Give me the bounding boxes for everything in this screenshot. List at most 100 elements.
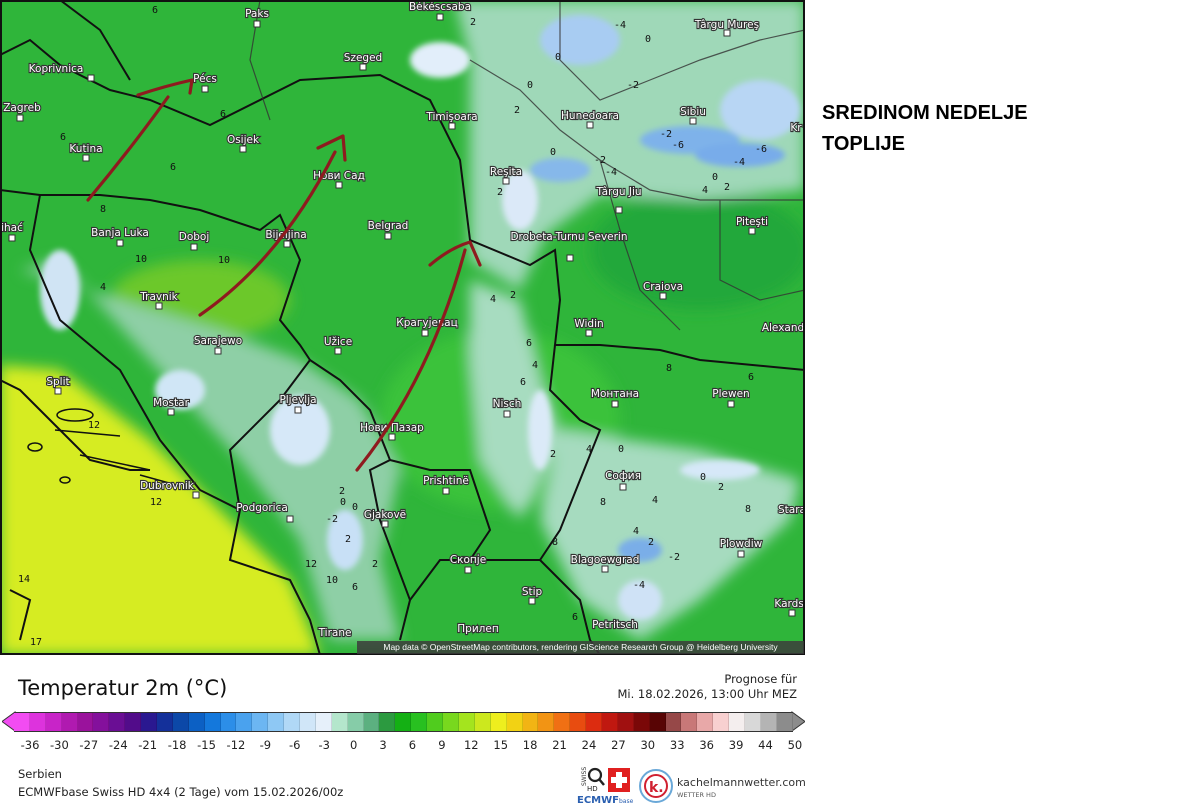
headline: SREDINOM NEDELJE TOPLIJE [822, 98, 1028, 160]
contour-label: 0 [618, 444, 624, 455]
city: Widin [573, 317, 605, 337]
city-label: Užice [324, 336, 352, 348]
scale-tick: 18 [522, 738, 538, 752]
city: Hunedoara [560, 109, 620, 129]
city-label: Kr [790, 122, 802, 134]
contour-label: 6 [152, 5, 158, 16]
city: Blagoewgrad [570, 553, 640, 573]
scale-color-44 [713, 713, 730, 731]
scale-color-27 [443, 713, 459, 731]
contour-label: 8 [745, 504, 751, 515]
city-label: Nisch [493, 398, 522, 410]
city-marker [82, 154, 90, 162]
scale-tick: 15 [493, 738, 509, 752]
scale-tick: 30 [640, 738, 656, 752]
contour-label: -4 [633, 580, 645, 591]
scale-color-34 [554, 713, 571, 731]
legend-title: Temperatur 2m (°C) [18, 676, 228, 700]
contour-label: -2 [594, 155, 606, 166]
city-marker [239, 145, 247, 153]
contour-label: 2 [724, 182, 730, 193]
contour-label: 0 [645, 34, 651, 45]
city-label: Hunedoara [561, 110, 619, 122]
city-marker [748, 227, 756, 235]
city: Craiova [642, 280, 684, 300]
scale-color-29 [474, 713, 491, 731]
city-label: Sibiu [680, 106, 706, 118]
color-scale [2, 711, 805, 732]
city: Travnik [138, 290, 180, 310]
arrow-serbia-danube [355, 240, 482, 472]
city-label: ihać [1, 222, 23, 234]
kachelmann-logo [639, 769, 673, 803]
contour-label: 4 [490, 294, 496, 305]
contour-label: 4 [652, 495, 658, 506]
scale-tick: -3 [318, 738, 330, 752]
contour-label: -4 [614, 20, 626, 31]
city-marker [214, 347, 222, 355]
scale-color-25 [411, 713, 428, 731]
contour-label: 0 [340, 497, 346, 508]
contour-label: 0 [550, 147, 556, 158]
scale-color-37 [601, 713, 618, 731]
scale-tick: -18 [167, 738, 187, 752]
city: Užice [323, 335, 353, 355]
city-marker [54, 387, 62, 395]
scale-tick: 21 [552, 738, 567, 752]
city-marker [381, 520, 389, 528]
city-marker [87, 74, 95, 82]
scale-tick: 24 [581, 738, 597, 752]
scale-tick: 0 [349, 738, 358, 752]
city-label: Plewen [712, 388, 749, 400]
scale-tick: 9 [438, 738, 446, 752]
scale-tick: 33 [669, 738, 685, 752]
contour-label: 6 [520, 377, 526, 388]
city-label: Reşita [490, 166, 522, 178]
scale-color-33 [538, 713, 555, 731]
scale-tick: 36 [699, 738, 714, 752]
scale-color-38 [617, 713, 634, 731]
color-scale-bar [14, 712, 793, 732]
city: Osijek [226, 133, 261, 153]
city: Plewen [711, 387, 751, 408]
city-label: Gjakovë [364, 509, 406, 521]
scale-color-30 [490, 713, 507, 731]
city-marker [192, 491, 200, 499]
contour-label: -2 [668, 552, 680, 563]
city-marker [167, 408, 175, 416]
contour-label: 0 [527, 80, 533, 91]
city-marker [689, 117, 697, 125]
city-label: Нови Пазар [360, 422, 424, 434]
city-label: Banja Luka [91, 227, 149, 239]
temperature-field [0, 0, 805, 655]
contour-label: 0 [700, 472, 706, 483]
scale-color-5 [93, 713, 110, 731]
headline-line-1: SREDINOM NEDELJE [822, 102, 1028, 124]
contour-label: 2 [648, 537, 654, 548]
site-name: kachelmannwetter.com [677, 776, 806, 789]
city-marker [464, 566, 472, 574]
city-labels: Paks Békéscsaba Koprivnica Pécs Szeged Zagreb… [0, 0, 805, 640]
city-label: Widin [574, 318, 603, 330]
city: Békéscsaba [408, 0, 472, 21]
scale-color-22 [363, 713, 380, 731]
city-label: Tirane [318, 627, 352, 639]
city: Монтана [590, 387, 640, 408]
city: Târgu Mureş [693, 18, 760, 37]
city: Pécs [192, 72, 218, 93]
city-label: София [605, 470, 641, 482]
scale-color-17 [284, 713, 301, 731]
city-label: Szeged [344, 52, 382, 64]
scale-tick: 3 [379, 738, 387, 752]
contour-label: -2 [660, 129, 672, 140]
scale-color-18 [300, 713, 316, 731]
scale-color-14 [236, 713, 253, 731]
contour-label: 6 [352, 582, 358, 593]
contour-label: -2 [326, 514, 338, 525]
city-label: Dubrovnik [140, 480, 195, 492]
scale-color-26 [427, 713, 444, 731]
city: Prishtinë [422, 474, 470, 495]
city: Mostar [152, 396, 191, 416]
city-label: Zagreb [3, 102, 41, 114]
